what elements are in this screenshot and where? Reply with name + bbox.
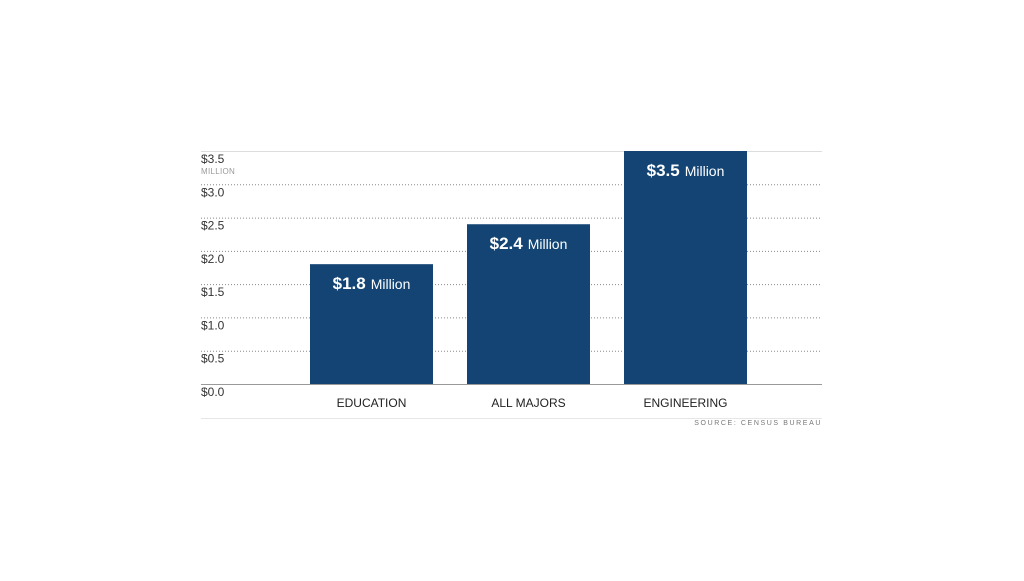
source-note: SOURCE: CENSUS BUREAU <box>694 420 822 427</box>
y-tick-label: $3.0 <box>201 185 225 199</box>
y-tick-label: $0.0 <box>201 385 225 399</box>
y-axis: $0.0 $0.5 $1.0 $1.5 $2.0 $2.5 $3.0 $3.5 <box>201 152 225 399</box>
x-tick-label: ENGINEERING <box>643 396 727 410</box>
bar <box>467 224 590 384</box>
x-axis: EDUCATION ALL MAJORS ENGINEERING <box>337 396 728 410</box>
y-tick-label: $2.5 <box>201 219 225 233</box>
bar-value-label: $2.4 Million <box>490 234 568 253</box>
bar-value-label: $1.8 Million <box>333 274 411 293</box>
bars: $1.8 Million $2.4 Million $3.5 Million <box>310 151 747 384</box>
bar-value-label: $3.5 Million <box>647 161 725 180</box>
x-tick-label: EDUCATION <box>337 396 407 410</box>
y-unit-label: MILLION <box>201 167 235 176</box>
y-tick-label: $3.5 <box>201 152 225 166</box>
y-tick-label: $2.0 <box>201 252 225 266</box>
y-tick-label: $1.0 <box>201 318 225 332</box>
bar <box>624 151 747 384</box>
y-tick-label: $1.5 <box>201 285 225 299</box>
bar <box>310 264 433 384</box>
x-tick-label: ALL MAJORS <box>491 396 565 410</box>
y-tick-label: $0.5 <box>201 352 225 366</box>
